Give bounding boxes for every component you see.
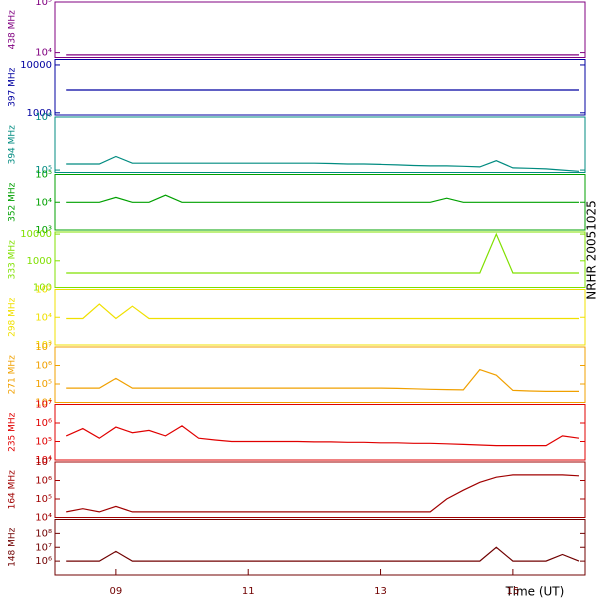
y-tick-label: 10⁵ bbox=[35, 494, 52, 505]
y-tick-label: 10⁵ bbox=[35, 165, 52, 176]
x-tick-label: 15 bbox=[507, 586, 520, 597]
y-tick-label: 10⁶ bbox=[35, 112, 52, 123]
y-tick-label: 10000 bbox=[20, 229, 52, 240]
series-line bbox=[66, 546, 580, 562]
panel-frame bbox=[54, 231, 586, 288]
y-tick-label: 10⁷ bbox=[35, 457, 52, 468]
y-tick-label: 10⁶ bbox=[35, 476, 52, 487]
y-tick-label: 100 bbox=[33, 283, 52, 294]
series-line bbox=[66, 232, 579, 274]
y-tick-label: 10⁵ bbox=[35, 0, 52, 8]
y-tick-label: 10⁴ bbox=[35, 398, 52, 409]
y-tick-label: 10³ bbox=[35, 340, 52, 351]
y-tick-label: 10⁶ bbox=[35, 418, 52, 429]
y-tick-label: 10⁴ bbox=[35, 455, 52, 466]
series-line bbox=[66, 474, 580, 513]
x-tick-label: 09 bbox=[110, 586, 123, 597]
panel-frame bbox=[54, 1, 586, 58]
panel-frame bbox=[54, 289, 586, 346]
panel-frame bbox=[54, 346, 586, 403]
y-tick-label: 10³ bbox=[35, 225, 52, 236]
panel-label: 438 MHz bbox=[8, 10, 18, 50]
y-tick-label: 10⁴ bbox=[35, 312, 52, 323]
y-tick-label: 10⁵ bbox=[35, 437, 52, 448]
series-line bbox=[66, 194, 579, 203]
panel-label: 148 MHz bbox=[8, 527, 18, 567]
series-line bbox=[65, 425, 580, 447]
y-tick-label: 1000 bbox=[27, 108, 52, 119]
series-line bbox=[66, 368, 579, 392]
y-tick-label: 10000 bbox=[20, 60, 52, 71]
series-line bbox=[66, 303, 579, 320]
y-tick-label: 10⁶ bbox=[35, 361, 52, 372]
panel-label: 235 MHz bbox=[8, 412, 18, 452]
x-tick-label: 11 bbox=[242, 586, 255, 597]
panel-label: 397 MHz bbox=[8, 67, 18, 107]
y-tick-label: 10⁵ bbox=[35, 379, 52, 390]
panel-label: 271 MHz bbox=[8, 355, 18, 395]
panel-label: 333 MHz bbox=[8, 240, 18, 280]
y-tick-label: 10⁶ bbox=[35, 556, 52, 567]
y-tick-label: 10⁵ bbox=[35, 285, 52, 296]
panel-label: 352 MHz bbox=[8, 182, 18, 222]
series-line bbox=[66, 155, 580, 172]
y-tick-label: 10⁸ bbox=[35, 528, 52, 539]
panel-label: 164 MHz bbox=[8, 470, 18, 510]
panel-label: 298 MHz bbox=[8, 297, 18, 337]
x-tick-label: 13 bbox=[374, 586, 387, 597]
y-tick-label: 10⁷ bbox=[35, 400, 52, 411]
x-axis-label: Time (UT) bbox=[505, 585, 565, 599]
y-tick-label: 10⁴ bbox=[35, 48, 52, 59]
y-tick-label: 10⁵ bbox=[35, 170, 52, 181]
y-tick-label: 10⁴ bbox=[35, 197, 52, 208]
y-tick-label: 10⁴ bbox=[35, 513, 52, 524]
panel-frame bbox=[54, 116, 586, 173]
side-label: NRHR 20051025 bbox=[585, 200, 599, 300]
panel-frame bbox=[54, 519, 586, 576]
panel-frame bbox=[54, 404, 586, 461]
y-tick-label: 10⁷ bbox=[35, 542, 52, 553]
y-tick-label: 10⁷ bbox=[35, 342, 52, 353]
y-tick-label: 1000 bbox=[27, 256, 52, 267]
panel-frame bbox=[54, 461, 586, 518]
panel-frame bbox=[54, 59, 586, 116]
panel-label: 394 MHz bbox=[8, 125, 18, 165]
